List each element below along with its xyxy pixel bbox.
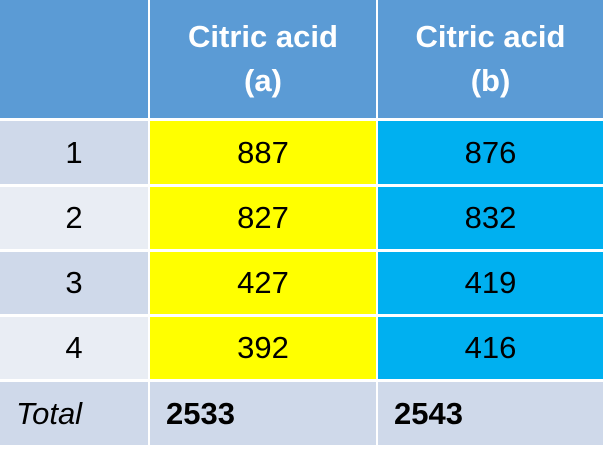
cell-text: 876 (464, 134, 517, 170)
table-cell: 419 (378, 252, 603, 314)
cell-text: 827 (237, 200, 289, 235)
cell-text: 3 (65, 265, 83, 300)
total-cell: 2543 (378, 382, 603, 445)
cell-text: 2 (65, 200, 83, 235)
table-cell: 427 (150, 252, 376, 314)
table-cell: 827 (150, 187, 376, 249)
cell-text: 419 (464, 265, 517, 300)
cell-text: 427 (237, 265, 289, 300)
table-cell: 4 (0, 317, 148, 379)
table-cell: 2 (0, 187, 148, 249)
total-cell: Total (0, 382, 148, 445)
cell-text: 4 (65, 330, 83, 365)
header-cell: Citric acid (a) (150, 0, 376, 118)
table-cell: 3 (0, 252, 148, 314)
total-text: 2533 (166, 395, 235, 431)
header-text: (a) (244, 63, 282, 98)
cell-text: 832 (464, 200, 517, 235)
total-text: Total (16, 395, 83, 431)
total-cell: 2533 (150, 382, 376, 445)
cell-text: 1 (65, 134, 83, 170)
cell-text: 392 (237, 330, 289, 365)
header-text: Citric acid (188, 19, 338, 54)
header-text: (b) (470, 63, 511, 98)
header-cell (0, 0, 148, 118)
table-cell: 392 (150, 317, 376, 379)
header-cell: Citric acid (b) (378, 0, 603, 118)
cell-text: 887 (237, 134, 289, 170)
total-text: 2543 (394, 395, 463, 431)
table-cell: 416 (378, 317, 603, 379)
table-cell: 887 (150, 121, 376, 184)
table-cell: 832 (378, 187, 603, 249)
cell-text: 416 (464, 330, 517, 365)
table-cell: 1 (0, 121, 148, 184)
table-cell: 876 (378, 121, 603, 184)
header-text: Citric acid (415, 19, 566, 54)
